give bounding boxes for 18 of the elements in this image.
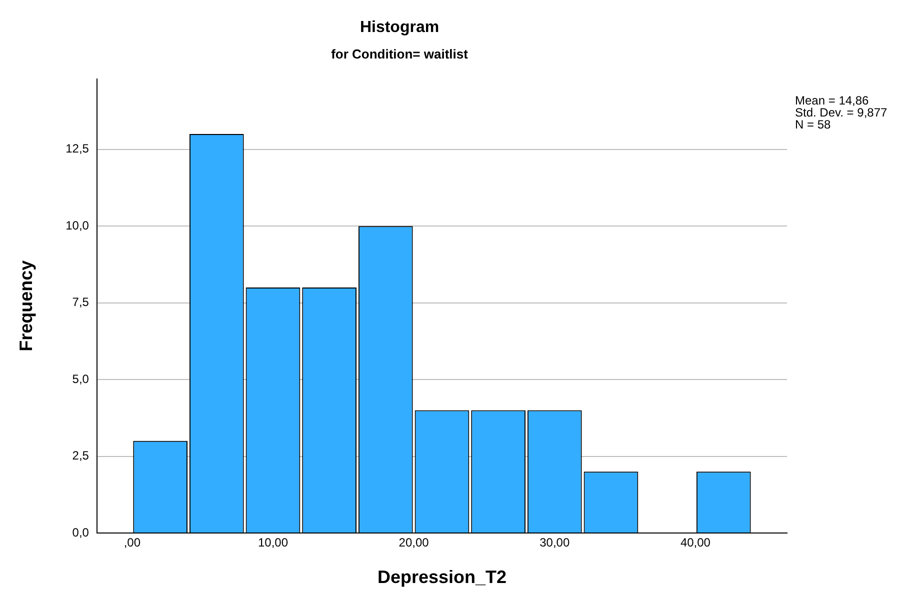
y-tick-label: 7,5 [72,295,90,310]
text: Std. Dev. = 9,877 [795,105,888,120]
chart-subtitle: for Condition= waitlist [331,46,469,62]
y-tick-label: 0,0 [72,525,90,540]
x-axis-title: Depression_T2 [377,567,507,588]
text: Mean = 14,86 [795,93,870,108]
y-tick-label: 5,0 [72,372,90,386]
y-tick-label: 2,5 [72,448,90,463]
x-tick-label: 20,00 [398,536,430,550]
text: N = 58 [795,117,832,132]
x-tick-label: ,00 [124,536,141,550]
x-tick-label: 40,00 [680,536,711,550]
x-tick-label: 30,00 [540,536,570,550]
y-axis-title: Frequency [16,260,36,352]
x-tick-label: 10,00 [258,536,288,550]
y-tick-label: 10,0 [66,218,90,232]
chart-title: Histogram [360,19,440,36]
y-tick-label: 12,5 [66,142,90,156]
